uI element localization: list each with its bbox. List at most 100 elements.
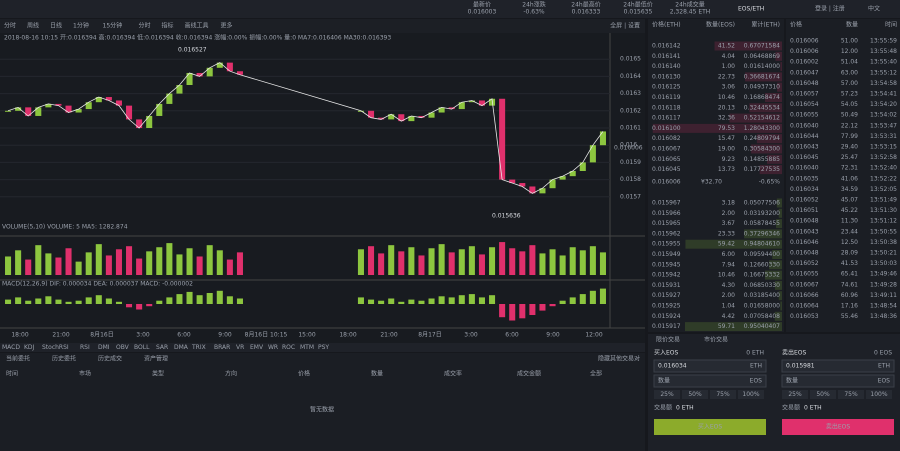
toolbar-item[interactable]: 15分钟 [103, 22, 123, 30]
book-cell: 0.015955 [652, 241, 681, 248]
indicator-tab[interactable]: ROC [282, 344, 295, 351]
percent-button[interactable] [682, 390, 708, 399]
candle [357, 110, 364, 112]
book-cell: 0.14855885 [744, 156, 780, 163]
volume-bar [458, 249, 465, 275]
book-cell: 3.06 [722, 84, 736, 91]
y-tick-label: 0.0158 [620, 176, 641, 183]
indicator-tab[interactable]: OBV [116, 344, 130, 351]
percent-button[interactable] [710, 390, 736, 399]
book-cell: 0.016140 [652, 63, 681, 70]
y-tick-label: 0.0159 [620, 159, 641, 166]
macd-bar [509, 304, 516, 321]
book-cell: 0.67071584 [744, 43, 780, 50]
macd-bar [105, 298, 112, 304]
indicator-tab[interactable]: TRIX [191, 344, 206, 351]
book-cell: 0.015962 [652, 230, 681, 237]
toolbar-item[interactable]: 1分钟 [73, 22, 89, 30]
volume-bar [408, 247, 415, 275]
form-tab[interactable]: 市价交易 [704, 336, 728, 344]
price-input[interactable] [653, 359, 767, 373]
indicator-tab[interactable]: VR [236, 344, 244, 351]
percent-label[interactable]: 75% [844, 391, 858, 398]
percent-label[interactable]: 25% [788, 391, 802, 398]
book-cell: 0.12660330 [744, 261, 780, 268]
login-link[interactable]: 登录 | 注册 [815, 5, 845, 13]
toolbar-right[interactable]: 全屏 | 设置 [610, 22, 640, 30]
percent-button[interactable] [866, 390, 892, 399]
submit-label[interactable]: 买入EOS [698, 423, 723, 431]
total-label: 交易额 [782, 404, 800, 412]
indicator-tab[interactable]: MACD [2, 344, 20, 351]
percent-label[interactable]: 25% [660, 391, 674, 398]
percent-label[interactable]: 100% [870, 391, 887, 398]
indicator-tab[interactable]: DMA [174, 344, 189, 351]
book-cell: 41.52 [718, 43, 735, 50]
macd-bar [25, 300, 32, 304]
orders-tab[interactable]: 当前委托 [6, 355, 30, 363]
amount-input[interactable] [781, 374, 895, 388]
indicator-tab[interactable]: SAR [156, 344, 168, 351]
percent-label[interactable]: 75% [716, 391, 730, 398]
candle [509, 179, 516, 184]
percent-button[interactable] [738, 390, 764, 399]
pair-selector[interactable]: EOS/ETH [738, 6, 764, 13]
indicator-tab[interactable]: KDJ [24, 344, 35, 351]
indicator-tab[interactable]: StochRSI [42, 344, 69, 351]
toolbar-item[interactable]: 分时 [139, 22, 151, 30]
toolbar-item[interactable]: 分时 [4, 22, 16, 30]
depth-bar [765, 93, 782, 102]
percent-button[interactable] [810, 390, 836, 399]
toolbar-item[interactable]: 指标 [162, 22, 174, 30]
trade-price: 0.016052 [790, 260, 819, 267]
percent-button[interactable] [782, 390, 808, 399]
percent-label[interactable]: 100% [742, 391, 759, 398]
hide-others[interactable]: 隐藏其他交易对 [598, 355, 640, 363]
trades-header: 数量 [846, 21, 858, 29]
macd-bar [408, 299, 415, 304]
amount-input[interactable] [653, 374, 767, 388]
percent-label[interactable]: 50% [816, 391, 830, 398]
toolbar-item[interactable]: 日线 [50, 22, 62, 30]
candle [478, 100, 485, 106]
orders-tab[interactable]: 历史成交 [98, 355, 122, 363]
trade-amount: 63.00 [841, 69, 858, 76]
indicator-tab[interactable]: MTM [300, 344, 314, 351]
percent-button[interactable] [654, 390, 680, 399]
candle [468, 100, 475, 103]
submit-button[interactable] [782, 419, 894, 435]
indicator-tab[interactable]: PSY [318, 344, 329, 351]
price-input[interactable] [781, 359, 895, 373]
book-cell: 0.015949 [652, 251, 681, 258]
indicator-tab[interactable]: RSI [80, 344, 90, 351]
macd-bar [478, 297, 485, 304]
form-title: 买入EOS [654, 349, 679, 357]
book-cell: 23.33 [718, 230, 735, 237]
low-annotation: 0.015636 [492, 213, 521, 220]
macd-bar [196, 295, 203, 304]
indicator-tab[interactable]: WR [268, 344, 278, 351]
depth-bar [759, 165, 782, 175]
macd-bar [95, 295, 102, 304]
orders-tab[interactable]: 历史委托 [52, 355, 76, 363]
candle [136, 119, 143, 128]
submit-button[interactable] [654, 419, 766, 435]
book-cell: 19.00 [718, 146, 735, 153]
trade-amount: 45.07 [841, 197, 858, 204]
form-tab[interactable]: 限价交易 [656, 336, 680, 344]
submit-label[interactable]: 卖出EOS [826, 423, 851, 431]
indicator-tab[interactable]: DMI [98, 344, 110, 351]
candle [105, 97, 112, 101]
toolbar-item[interactable]: 画线工具 [185, 22, 209, 30]
indicator-tab[interactable]: EMV [250, 344, 264, 351]
percent-label[interactable]: 50% [688, 391, 702, 398]
percent-button[interactable] [838, 390, 864, 399]
toolbar-item[interactable]: 更多 [221, 22, 233, 30]
macd-bar [529, 304, 536, 315]
toolbar-item[interactable]: 周线 [27, 22, 39, 30]
indicator-tab[interactable]: BOLL [134, 344, 150, 351]
candle [65, 105, 72, 113]
language[interactable]: 中文 [868, 5, 880, 13]
orders-tab[interactable]: 资产管理 [144, 355, 168, 363]
indicator-tab[interactable]: BRAR [214, 344, 230, 351]
